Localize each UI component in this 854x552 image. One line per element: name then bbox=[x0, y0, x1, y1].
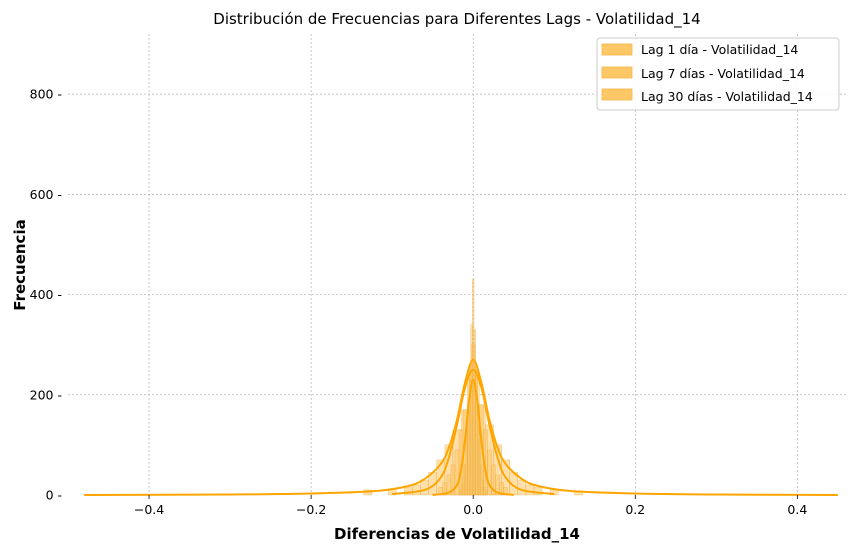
x-tick-label-2: 0.0 bbox=[463, 502, 483, 517]
x-tick-label-0: −0.4 bbox=[134, 502, 164, 517]
kde-curve-series3 bbox=[84, 358, 838, 496]
legend-label-lag7: Lag 7 días - Volatilidad_14 bbox=[641, 66, 805, 81]
chart-title: Distribución de Frecuencias para Diferen… bbox=[213, 10, 700, 29]
y-tick-label-3: 600 - bbox=[30, 187, 62, 202]
legend-swatch-1 bbox=[601, 43, 633, 56]
legend-label-lag1: Lag 1 día - Volatilidad_14 bbox=[641, 42, 798, 57]
x-tick-label-1: −0.2 bbox=[296, 502, 326, 517]
x-tick-label-4: 0.4 bbox=[787, 502, 807, 517]
hist-bar-series3-2 bbox=[420, 479, 429, 496]
legend-box bbox=[596, 37, 840, 111]
kde-curve-series1 bbox=[432, 378, 514, 496]
x-tick-label-3: 0.2 bbox=[625, 502, 645, 517]
legend-swatch-2 bbox=[601, 66, 633, 79]
x-axis-label: Diferencias de Volatilidad_14 bbox=[334, 525, 580, 543]
hist-bar-series3-1 bbox=[412, 484, 421, 496]
kde-curves bbox=[84, 358, 838, 496]
y-tick-label-4: 800 - bbox=[30, 87, 62, 102]
hist-bar-series3-14 bbox=[517, 479, 527, 496]
axes: −0.4 −0.2 0.0 0.2 0.4 0 - 200 - 400 - 600 - 800 - bbox=[30, 87, 808, 517]
y-axis-label: Frecuencia bbox=[11, 219, 29, 310]
hist-bar-series1-16 bbox=[485, 490, 488, 496]
legend: Lag 1 día - Volatilidad_14 Lag 7 días - … bbox=[596, 37, 840, 111]
legend-label-lag30: Lag 30 días - Volatilidad_14 bbox=[641, 89, 813, 104]
y-tick-label-0: 0 - bbox=[46, 488, 62, 503]
legend-swatch-3 bbox=[601, 88, 633, 101]
hist-bar-series3-15 bbox=[525, 484, 535, 496]
kde-curve-series2 bbox=[392, 368, 555, 495]
y-tick-label-2: 400 - bbox=[30, 287, 62, 302]
y-tick-label-1: 200 - bbox=[30, 387, 62, 402]
